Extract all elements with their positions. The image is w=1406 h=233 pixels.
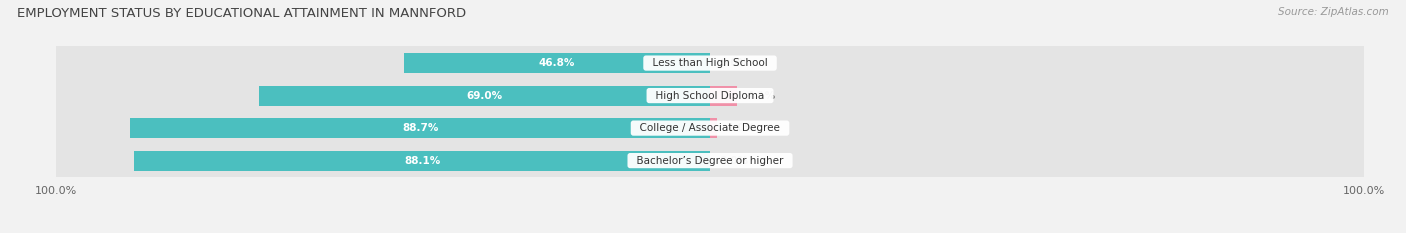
Text: 88.1%: 88.1% bbox=[404, 156, 440, 166]
Text: 0.0%: 0.0% bbox=[720, 156, 749, 166]
Bar bbox=[56, 111, 1364, 145]
Bar bbox=[710, 86, 737, 106]
Text: College / Associate Degree: College / Associate Degree bbox=[633, 123, 787, 133]
Text: Less than High School: Less than High School bbox=[645, 58, 775, 68]
Text: High School Diploma: High School Diploma bbox=[650, 91, 770, 101]
Text: 4.1%: 4.1% bbox=[747, 91, 776, 101]
Text: 0.0%: 0.0% bbox=[720, 58, 749, 68]
Text: 46.8%: 46.8% bbox=[538, 58, 575, 68]
Bar bbox=[56, 46, 1364, 80]
Text: Bachelor’s Degree or higher: Bachelor’s Degree or higher bbox=[630, 156, 790, 166]
Bar bbox=[710, 118, 717, 138]
Bar bbox=[131, 118, 710, 138]
Text: 1.0%: 1.0% bbox=[727, 123, 755, 133]
Bar bbox=[56, 79, 1364, 112]
Text: EMPLOYMENT STATUS BY EDUCATIONAL ATTAINMENT IN MANNFORD: EMPLOYMENT STATUS BY EDUCATIONAL ATTAINM… bbox=[17, 7, 465, 20]
Bar bbox=[134, 151, 710, 171]
Bar bbox=[404, 53, 710, 73]
Text: Source: ZipAtlas.com: Source: ZipAtlas.com bbox=[1278, 7, 1389, 17]
Text: 88.7%: 88.7% bbox=[402, 123, 439, 133]
Bar bbox=[259, 86, 710, 106]
Bar bbox=[56, 144, 1364, 177]
Text: 69.0%: 69.0% bbox=[467, 91, 502, 101]
